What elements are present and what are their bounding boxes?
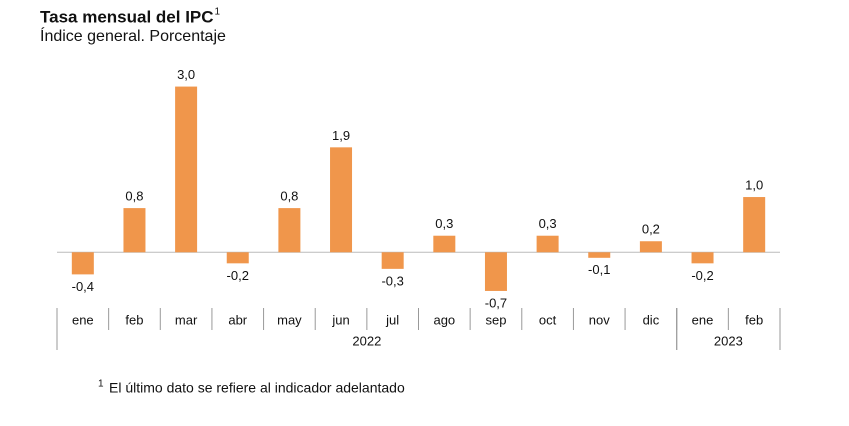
value-label: 0,2: [642, 222, 660, 237]
x-tick-label: ene: [72, 312, 94, 327]
x-tick-label: ago: [433, 312, 455, 327]
bar: [588, 252, 611, 258]
value-label: 1,0: [745, 177, 763, 192]
value-label: 0,3: [539, 216, 557, 231]
bar: [433, 235, 456, 253]
bar: [639, 241, 662, 253]
value-label: 1,9: [332, 128, 350, 143]
bar: [330, 147, 353, 253]
bar: [226, 252, 249, 264]
x-tick-label: mar: [175, 312, 198, 327]
x-tick-label: feb: [125, 312, 143, 327]
group-label: 2022: [352, 333, 381, 348]
value-label: -0,3: [381, 273, 403, 288]
x-tick-label: oct: [539, 312, 557, 327]
x-tick-label: nov: [589, 312, 610, 327]
footnote-marker: 1: [98, 379, 104, 390]
x-tick-label: jul: [385, 312, 399, 327]
value-label: -0,1: [588, 262, 610, 277]
bar: [743, 197, 766, 253]
title-superscript: 1: [215, 7, 221, 18]
bar: [71, 252, 94, 275]
bar: [123, 208, 146, 253]
value-label: 0,3: [435, 216, 453, 231]
value-label: 0,8: [125, 189, 143, 204]
value-label: -0,2: [691, 268, 713, 283]
x-tick-label: sep: [485, 312, 506, 327]
bar: [691, 252, 714, 264]
value-label: 0,8: [280, 189, 298, 204]
bar: [484, 252, 507, 291]
bar: [381, 252, 404, 269]
value-label: -0,7: [485, 295, 507, 310]
bar: [175, 86, 198, 253]
value-label: -0,2: [227, 268, 249, 283]
bar: [278, 208, 301, 253]
value-label: 3,0: [177, 67, 195, 82]
x-tick-label: jun: [331, 312, 349, 327]
x-tick-label: dic: [643, 312, 660, 327]
bar: [536, 235, 559, 253]
x-tick-label: may: [277, 312, 302, 327]
chart-title: Tasa mensual del IPC: [40, 7, 214, 26]
x-tick-label: abr: [228, 312, 247, 327]
x-tick-label: ene: [692, 312, 714, 327]
x-tick-label: feb: [745, 312, 763, 327]
group-label: 2023: [714, 333, 743, 348]
value-label: -0,4: [72, 279, 94, 294]
footnote: El último dato se refiere al indicador a…: [109, 380, 405, 396]
chart-subtitle: Índice general. Porcentaje: [40, 26, 226, 45]
